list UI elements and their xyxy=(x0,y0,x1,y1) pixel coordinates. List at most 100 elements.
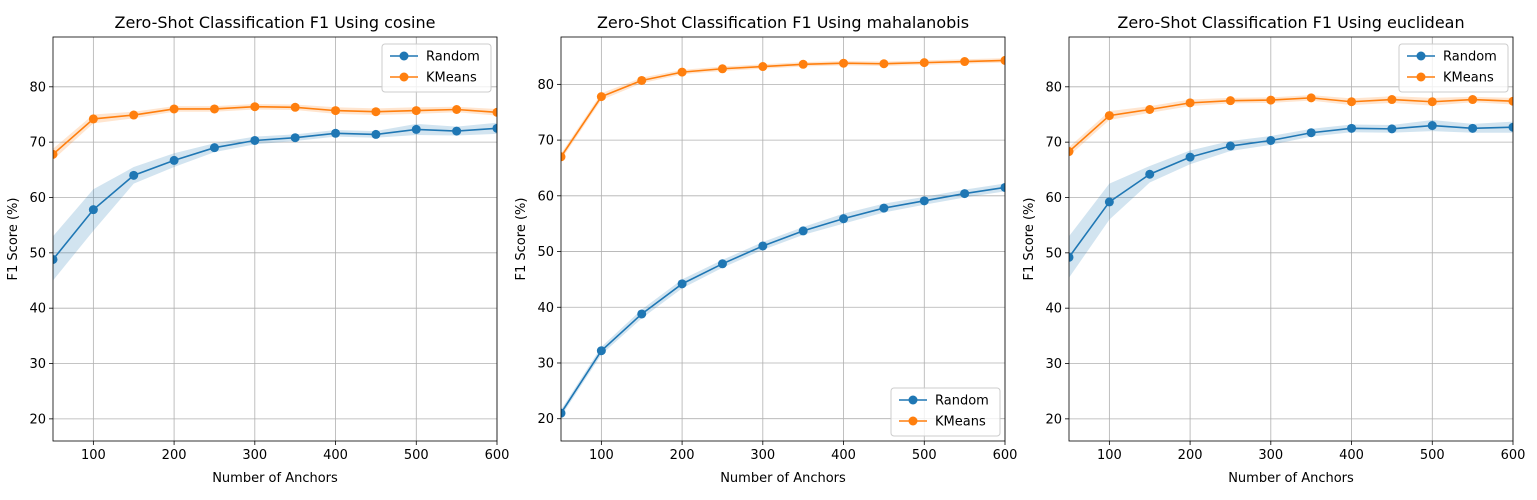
x-tick-label: 400 xyxy=(323,448,348,463)
data-point-random xyxy=(452,126,462,136)
series-line-random xyxy=(1069,124,1513,258)
y-tick-label: 20 xyxy=(537,412,554,427)
x-tick-label: 400 xyxy=(831,448,856,463)
data-point-random xyxy=(1306,128,1316,138)
data-point-random xyxy=(1427,121,1437,131)
data-point-random xyxy=(677,279,687,289)
data-point-random xyxy=(798,226,808,236)
x-tick-label: 500 xyxy=(1420,448,1445,463)
legend-label-kmeans: KMeans xyxy=(935,415,986,430)
y-tick-label: 60 xyxy=(537,189,554,204)
data-point-kmeans xyxy=(798,59,808,69)
data-point-kmeans xyxy=(960,57,970,67)
chart-title: Zero-Shot Classification F1 Using euclid… xyxy=(1117,13,1464,32)
data-point-random xyxy=(290,133,300,143)
data-point-kmeans xyxy=(1225,96,1235,106)
y-tick-label: 30 xyxy=(1045,357,1062,372)
y-tick-label: 80 xyxy=(1045,80,1062,95)
data-point-random xyxy=(331,128,341,138)
y-tick-label: 40 xyxy=(537,301,554,316)
data-point-random xyxy=(88,205,98,215)
data-point-kmeans xyxy=(1185,98,1195,108)
data-point-kmeans xyxy=(88,114,98,124)
legend: Random KMeans xyxy=(381,43,492,93)
data-point-kmeans xyxy=(492,107,497,117)
data-point-random xyxy=(53,254,58,264)
data-point-kmeans xyxy=(129,110,139,120)
series-line-random xyxy=(561,186,1005,414)
axes-frame xyxy=(1068,36,1514,442)
legend-marker-kmeans xyxy=(908,416,918,426)
data-point-random xyxy=(561,408,566,418)
y-tick-label: 30 xyxy=(537,356,554,371)
series-line-kmeans xyxy=(1069,97,1513,153)
data-point-random xyxy=(919,196,929,206)
data-point-kmeans xyxy=(561,152,566,162)
data-point-random xyxy=(169,155,179,165)
x-tick-label: 600 xyxy=(993,448,1018,463)
legend-label-random: Random xyxy=(426,50,480,65)
data-point-random xyxy=(492,123,497,133)
series-line-kmeans xyxy=(561,59,1005,158)
legend-marker-random xyxy=(908,395,918,405)
y-tick-label: 80 xyxy=(29,80,46,95)
y-tick-label: 50 xyxy=(537,245,554,260)
data-point-random xyxy=(1387,124,1397,134)
data-point-kmeans xyxy=(637,75,647,85)
y-axis-label: F1 Score (%) xyxy=(6,198,21,281)
legend-marker-random xyxy=(399,51,409,61)
legend-marker-kmeans xyxy=(1416,72,1426,82)
y-tick-label: 80 xyxy=(537,78,554,93)
y-tick-label: 40 xyxy=(29,302,46,317)
x-tick-label: 300 xyxy=(242,448,267,463)
y-tick-label: 50 xyxy=(29,246,46,261)
data-point-kmeans xyxy=(250,102,260,112)
data-point-random xyxy=(839,214,849,224)
legend-label-kmeans: KMeans xyxy=(426,71,477,86)
legend-label-kmeans: KMeans xyxy=(1443,71,1494,86)
x-tick-label: 500 xyxy=(912,448,937,463)
x-tick-label: 600 xyxy=(1501,448,1526,463)
chart-panel-2: 100 200 300 400 500 600 20 30 40 50 60 70 80 Zero-Sho… xyxy=(514,13,1017,486)
axes-frame xyxy=(52,36,498,442)
data-point-kmeans xyxy=(1145,105,1155,114)
data-point-random xyxy=(1508,122,1513,132)
x-tick-label: 300 xyxy=(750,448,775,463)
data-point-kmeans xyxy=(1387,95,1397,105)
data-point-kmeans xyxy=(1069,147,1074,157)
data-point-kmeans xyxy=(1468,95,1478,105)
plot-area xyxy=(561,55,1005,418)
data-point-random xyxy=(1104,197,1114,207)
series-line-kmeans xyxy=(53,105,497,155)
confidence-band-random xyxy=(561,183,1005,417)
data-point-kmeans xyxy=(290,102,300,112)
data-point-random xyxy=(1225,141,1235,151)
y-tick-label: 70 xyxy=(537,134,554,149)
chart-title: Zero-Shot Classification F1 Using mahala… xyxy=(597,13,969,32)
y-tick-label: 70 xyxy=(1045,136,1062,151)
y-tick-label: 30 xyxy=(29,357,46,372)
x-tick-label: 600 xyxy=(485,448,510,463)
x-axis-label: Number of Anchors xyxy=(212,471,338,486)
data-point-kmeans xyxy=(1427,97,1437,107)
data-point-kmeans xyxy=(53,149,58,159)
confidence-band-kmeans xyxy=(561,58,1005,161)
x-axis-label: Number of Anchors xyxy=(1228,471,1354,486)
axes-frame xyxy=(560,36,1006,442)
chart-panel-3: 100 200 300 400 500 600 20 30 40 50 60 70 80 Zero-Sho… xyxy=(1022,13,1525,486)
plot-area xyxy=(53,102,497,281)
data-point-kmeans xyxy=(411,106,421,116)
data-point-kmeans xyxy=(1508,96,1513,106)
legend: Random KMeans xyxy=(1398,43,1509,93)
x-tick-label: 100 xyxy=(81,448,106,463)
data-point-kmeans xyxy=(919,58,929,68)
data-point-random xyxy=(1069,252,1074,262)
data-point-kmeans xyxy=(331,106,341,116)
data-point-kmeans xyxy=(1000,55,1005,65)
x-tick-label: 100 xyxy=(1097,448,1122,463)
plot-area xyxy=(1069,93,1513,278)
series-line-random xyxy=(53,127,497,260)
data-point-random xyxy=(1145,169,1155,179)
data-point-kmeans xyxy=(1266,95,1276,105)
